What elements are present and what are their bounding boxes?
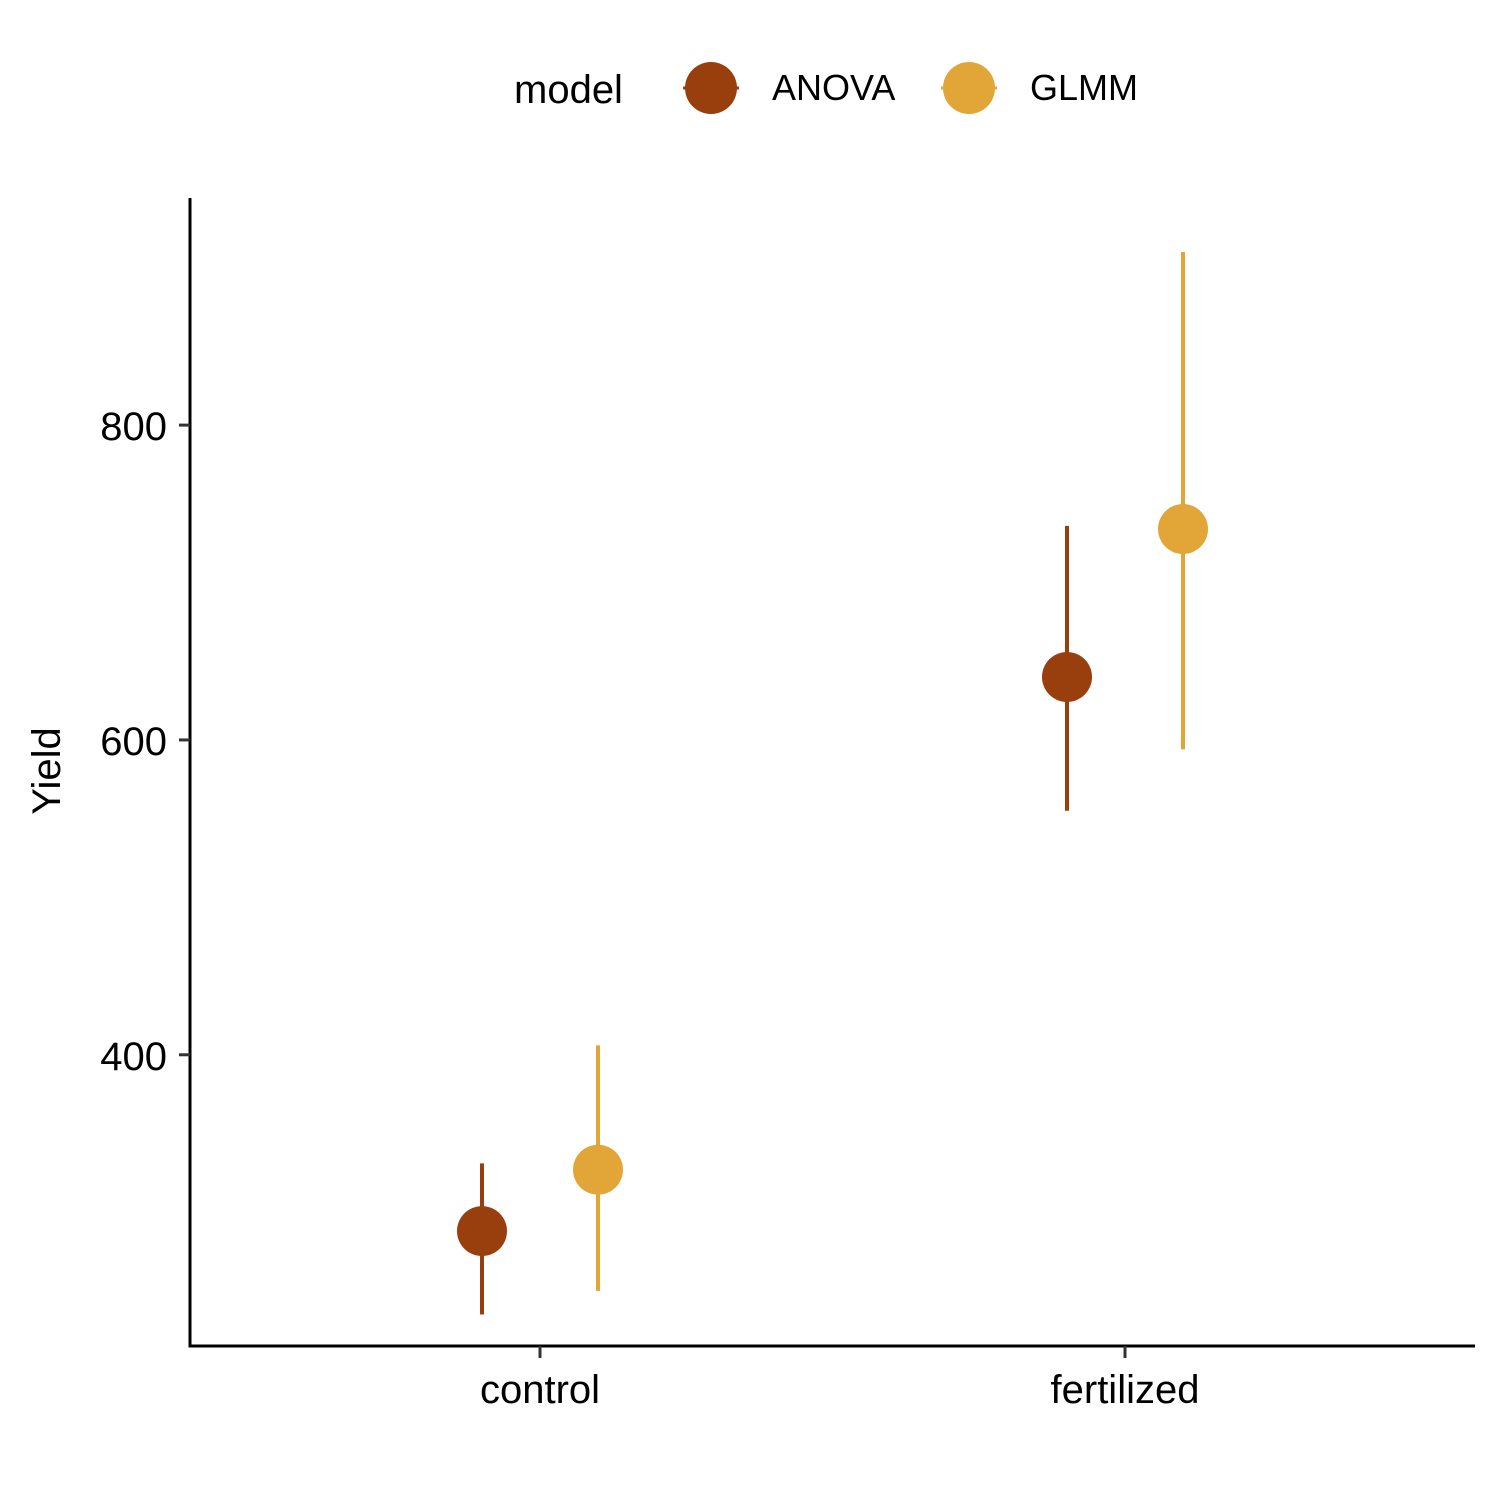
legend-key-point-glmm bbox=[943, 62, 995, 114]
point-anova-control bbox=[457, 1206, 507, 1256]
y-tick-label: 600 bbox=[100, 720, 167, 764]
y-axis-title: Yield bbox=[25, 727, 69, 814]
point-glmm-fertilized bbox=[1158, 504, 1208, 554]
legend-label-glmm: GLMM bbox=[1030, 67, 1138, 108]
legend: model ANOVA GLMM bbox=[514, 62, 1138, 114]
x-tick-label-control: control bbox=[480, 1368, 600, 1412]
y-tick-label: 400 bbox=[100, 1035, 167, 1079]
legend-label-anova: ANOVA bbox=[772, 67, 895, 108]
legend-key-point-anova bbox=[685, 62, 737, 114]
point-anova-fertilized bbox=[1042, 652, 1092, 702]
x-tick-label-fertilized: fertilized bbox=[1051, 1368, 1200, 1412]
x-axis-ticks: control fertilized bbox=[480, 1346, 1200, 1412]
data-marks bbox=[457, 252, 1208, 1315]
point-glmm-control bbox=[573, 1145, 623, 1195]
y-axis-ticks: 400 600 800 bbox=[100, 405, 190, 1079]
y-tick-label: 800 bbox=[100, 405, 167, 449]
legend-title: model bbox=[514, 68, 623, 112]
